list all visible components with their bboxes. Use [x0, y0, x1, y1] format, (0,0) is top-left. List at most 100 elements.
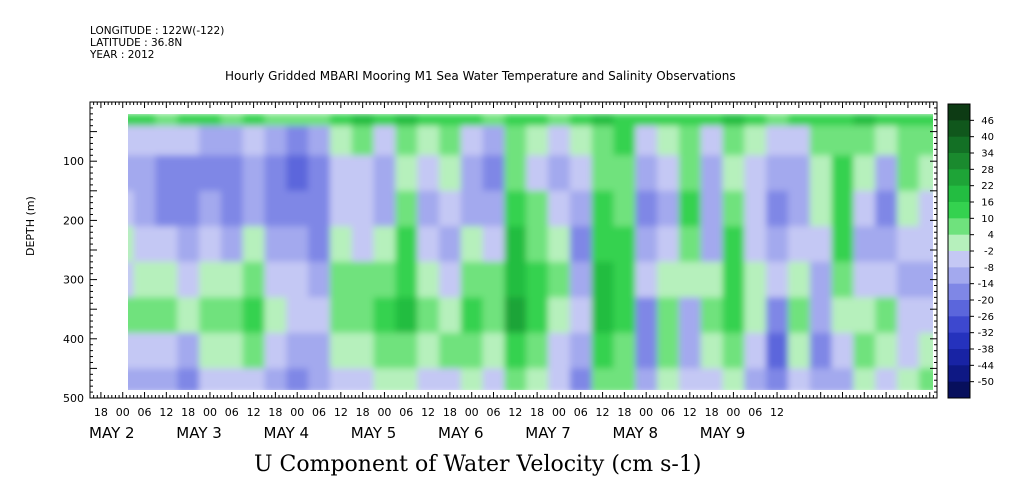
x-tick-label: 12: [334, 406, 348, 419]
colorbar-label: -2: [984, 247, 994, 258]
heatmap-cell: [635, 155, 658, 192]
y-tick-label: 100: [63, 155, 84, 168]
heatmap-cell: [199, 155, 222, 192]
heatmap-cell: [918, 114, 933, 127]
heatmap-cell: [548, 125, 571, 156]
heatmap-cell: [155, 332, 178, 369]
colorbar-swatch: [948, 202, 970, 219]
heatmap-cell: [700, 226, 724, 263]
colorbar-swatch: [948, 218, 970, 236]
heatmap-cell: [220, 114, 244, 127]
heatmap-cell: [395, 125, 418, 156]
heatmap-cell: [569, 190, 593, 227]
colorbar-label: -50: [978, 377, 994, 388]
heatmap-cell: [897, 261, 920, 298]
heatmap-cell: [788, 125, 811, 156]
heatmap-cell: [329, 332, 353, 369]
heatmap-cell: [286, 332, 309, 369]
heatmap-cell: [308, 190, 331, 227]
heatmap-cell: [613, 125, 636, 156]
heatmap-cell: [286, 261, 309, 298]
heatmap-cell: [831, 226, 854, 263]
colorbar-label: 40: [981, 132, 994, 143]
heatmap-cell: [395, 261, 418, 298]
heatmap-cell: [526, 332, 549, 369]
heatmap-cell: [242, 368, 266, 390]
heatmap-cell: [766, 261, 789, 298]
heatmap-cell: [460, 155, 484, 192]
heatmap-cell: [875, 297, 898, 334]
heatmap-cell: [918, 226, 933, 263]
heatmap-cell: [373, 261, 396, 298]
heatmap-cell: [613, 190, 636, 227]
x-tick-label: 18: [268, 406, 282, 419]
heatmap-cell: [591, 226, 615, 263]
heatmap-cell: [504, 297, 527, 334]
heatmap-cell: [439, 297, 462, 334]
heatmap-cell: [831, 261, 854, 298]
heatmap-cell: [722, 261, 745, 298]
heatmap-cell: [548, 226, 571, 263]
heatmap-cell: [875, 190, 898, 227]
heatmap-cell: [809, 332, 833, 369]
heatmap-cell: [722, 190, 745, 227]
heatmap-cell: [133, 114, 156, 127]
x-day-label: MAY 2: [89, 424, 135, 442]
x-tick-label: 06: [748, 406, 762, 419]
heatmap-cell: [853, 114, 876, 127]
heatmap-cell: [242, 226, 266, 263]
heatmap-cell: [504, 226, 527, 263]
colorbar-label: -38: [978, 345, 994, 356]
x-tick-label: 00: [726, 406, 740, 419]
heatmap-cell: [569, 368, 593, 390]
heatmap-cell: [329, 226, 353, 263]
heatmap-cell: [722, 125, 745, 156]
heatmap-cell: [264, 297, 287, 334]
heatmap-cell: [220, 190, 244, 227]
heatmap-cell: [744, 155, 767, 192]
heatmap-cell: [351, 155, 375, 192]
heatmap-cell: [177, 261, 200, 298]
x-day-label: MAY 4: [264, 424, 310, 442]
heatmap-cell: [788, 261, 811, 298]
heatmap-cell: [700, 114, 724, 127]
heatmap-cell: [439, 368, 462, 390]
x-day-label: MAY 3: [176, 424, 222, 442]
heatmap-cell: [460, 332, 484, 369]
heatmap-cell: [591, 114, 615, 127]
heatmap-cell: [220, 261, 244, 298]
colorbar-swatch: [948, 349, 970, 366]
heatmap-cell: [831, 125, 854, 156]
heatmap-cell: [417, 332, 440, 369]
heatmap-cell: [591, 190, 615, 227]
chart-title: Hourly Gridded MBARI Mooring M1 Sea Wate…: [225, 69, 736, 83]
heatmap-cell: [373, 368, 396, 390]
heatmap-cell: [351, 261, 375, 298]
heatmap-cell: [351, 332, 375, 369]
heatmap-cell: [678, 297, 702, 334]
heatmap-cell: [526, 261, 549, 298]
heatmap-cell: [308, 297, 331, 334]
heatmap-cell: [351, 114, 375, 127]
x-tick-label: 12: [770, 406, 784, 419]
heatmap-cell: [308, 226, 331, 263]
heatmap-cell: [155, 125, 178, 156]
heatmap-cell: [286, 125, 309, 156]
heatmap-cell: [766, 190, 789, 227]
heatmap-cell: [395, 297, 418, 334]
heatmap-cell: [853, 368, 876, 390]
heatmap-cell: [133, 125, 156, 156]
x-tick-label: 00: [639, 406, 653, 419]
heatmap-cell: [329, 125, 353, 156]
heatmap-cell: [657, 332, 680, 369]
heatmap-cell: [548, 297, 571, 334]
colorbar-label: 16: [981, 198, 994, 209]
heatmap-cell: [744, 332, 767, 369]
heatmap-cell: [395, 190, 418, 227]
heatmap-cell: [128, 261, 135, 298]
heatmap-cell: [417, 368, 440, 390]
heatmap-field: [128, 114, 933, 390]
latitude-label: LATITUDE : 36.8N: [90, 37, 183, 49]
heatmap-cell: [504, 114, 527, 127]
heatmap-cell: [591, 332, 615, 369]
